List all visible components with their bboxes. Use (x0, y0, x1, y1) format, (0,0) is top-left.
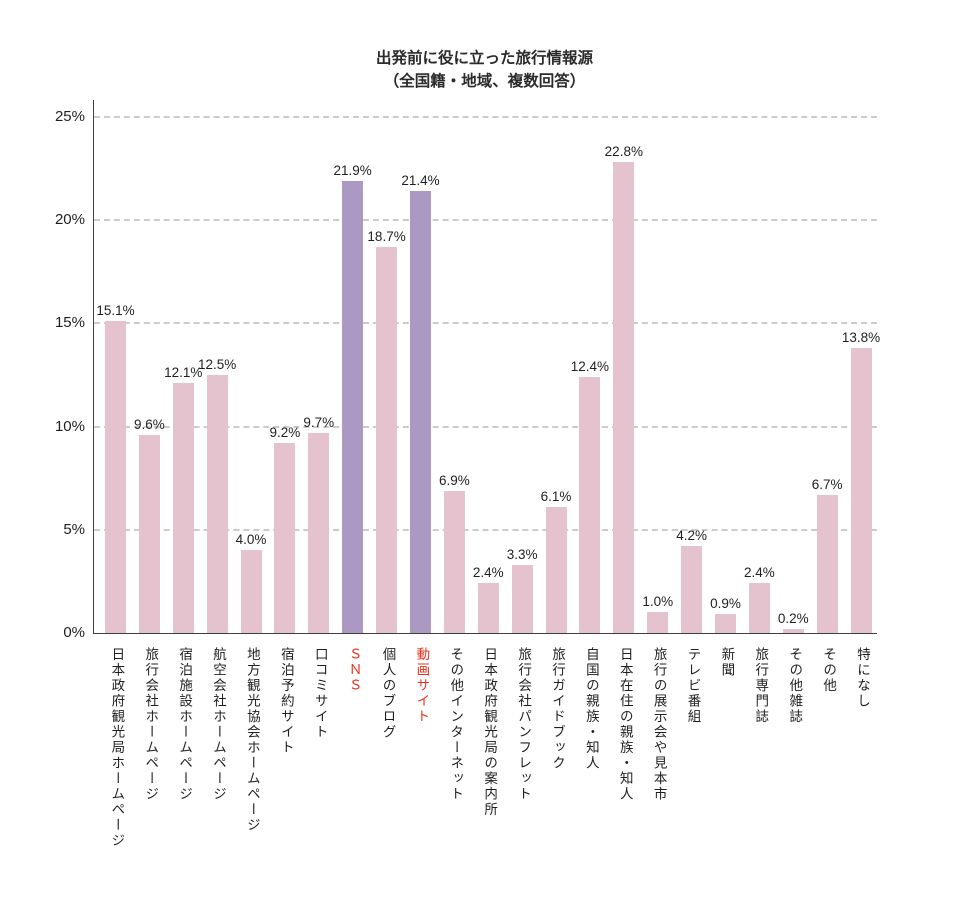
x-axis-category-label-14: 旅行ガイドブック (549, 647, 565, 771)
plot-area: 15.1% 9.6% 12.1% 12.5% 4.0% 9.2% 9.7% 21.9% 18.7… (93, 100, 880, 634)
x-axis-category-label-2: 旅行会社ホームページ (143, 647, 159, 802)
bar-13 (511, 564, 533, 633)
bar-4 (206, 375, 228, 633)
y-axis-tick-5%: 5% (63, 520, 85, 538)
x-axis-category-label-15: 自国の親族・知人 (583, 647, 599, 771)
chart-title-line2: （全国籍・地域、複数回答） (383, 73, 586, 90)
x-axis-category-label-20: 旅行専門誌 (753, 647, 769, 725)
bar-11 (443, 490, 465, 633)
x-axis-category-label-1: 日本政府観光局ホームページ (109, 647, 125, 849)
x-axis-category-label-9: 個人のブログ (380, 647, 396, 740)
y-axis-tick-0%: 0% (63, 624, 85, 641)
bar-value-label-3: 12.1% (164, 365, 203, 381)
bar-value-label-7: 9.7% (303, 414, 335, 430)
y-axis-tick-15%: 15% (54, 314, 85, 332)
bar-value-label-2: 9.6% (133, 416, 165, 432)
bar-value-label-22: 6.7% (811, 476, 843, 492)
bar-5 (240, 550, 262, 633)
bar-value-label-4: 12.5% (197, 357, 237, 372)
bar-value-label-1: 15.1% (96, 303, 135, 319)
bar-7 (308, 432, 330, 633)
bar-value-label-21: 0.2% (777, 610, 809, 626)
bar-1 (104, 321, 126, 633)
x-axis-category-label-17: 旅行の展示会や見本市 (651, 647, 667, 802)
x-axis-category-label-21: その他雑誌 (787, 647, 803, 725)
bar-19 (714, 614, 736, 633)
bar-10 (409, 191, 431, 633)
bar-3 (172, 383, 194, 633)
bar-21 (782, 628, 804, 633)
bar-value-label-20: 2.4% (743, 565, 775, 581)
bar-value-label-14: 6.1% (540, 489, 572, 505)
x-axis-category-label-5: 地方観光協会ホームページ (244, 647, 260, 833)
bar-value-label-19: 0.9% (710, 596, 741, 612)
bar-12 (477, 583, 499, 633)
bar-value-label-12: 2.4% (472, 565, 504, 581)
bar-22 (816, 494, 838, 633)
bar-value-label-15: 12.4% (570, 359, 610, 375)
bar-20 (748, 583, 770, 633)
bar-16 (613, 162, 635, 633)
x-axis-category-label-16: 日本在住の親族・知人 (617, 647, 633, 802)
bar-value-label-10: 21.4% (401, 173, 440, 189)
y-axis-tick-20%: 20% (54, 211, 85, 229)
gridline-20% (94, 219, 877, 222)
x-axis-category-label-18: テレビ番組 (685, 647, 701, 725)
bar-value-label-8: 21.9% (333, 162, 372, 178)
gridline-15% (94, 322, 877, 325)
bar-17 (647, 612, 669, 633)
y-axis-tick-25%: 25% (54, 108, 85, 125)
bar-15 (579, 377, 601, 633)
bar-value-label-17: 1.0% (642, 594, 674, 610)
chart-title: 出発前に役に立った旅行情報源 （全国籍・地域、複数回答） (93, 47, 876, 93)
x-axis-category-label-22: その他 (821, 647, 837, 694)
bar-value-label-16: 22.8% (604, 144, 643, 160)
gridline-10% (94, 425, 877, 428)
x-axis-category-label-12: 日本政府観光局の案内所 (482, 647, 498, 818)
x-axis-category-label-10: 動画サイト (414, 647, 430, 725)
x-axis-category-label-6: 宿泊予約サイト (278, 647, 294, 756)
x-axis-category-label-7: 口コミサイト (312, 647, 328, 740)
x-axis-category-label-8: ＳＮＳ (346, 647, 362, 694)
bar-9 (376, 247, 398, 633)
bar-6 (274, 443, 296, 633)
chart-title-line1: 出発前に役に立った旅行情報源 (375, 50, 593, 67)
bar-value-label-18: 4.2% (676, 528, 707, 544)
x-axis-category-label-23: 特になし (854, 647, 870, 709)
gridline-5% (94, 528, 877, 531)
x-axis-category-label-3: 宿泊施設ホームページ (177, 647, 193, 802)
x-axis-category-label-19: 新聞 (719, 647, 735, 678)
bar-value-label-13: 3.3% (506, 546, 538, 562)
x-axis-category-label-4: 航空会社ホームページ (211, 647, 227, 802)
bar-value-label-5: 4.0% (235, 532, 267, 548)
x-axis-category-label-13: 旅行会社パンフレット (516, 647, 532, 802)
gridline-25% (94, 116, 877, 118)
bar-value-label-9: 18.7% (367, 229, 406, 245)
bar-value-label-6: 9.2% (269, 425, 301, 441)
x-axis-category-label-11: その他インターネット (448, 647, 464, 802)
y-axis-tick-10%: 10% (54, 417, 85, 435)
bar-8 (342, 180, 364, 633)
bar-23 (850, 348, 872, 633)
bar-value-label-11: 6.9% (438, 472, 470, 488)
bar-2 (138, 434, 160, 633)
bar-value-label-23: 13.8% (841, 330, 881, 346)
bar-14 (545, 507, 567, 633)
bar-18 (681, 546, 703, 633)
